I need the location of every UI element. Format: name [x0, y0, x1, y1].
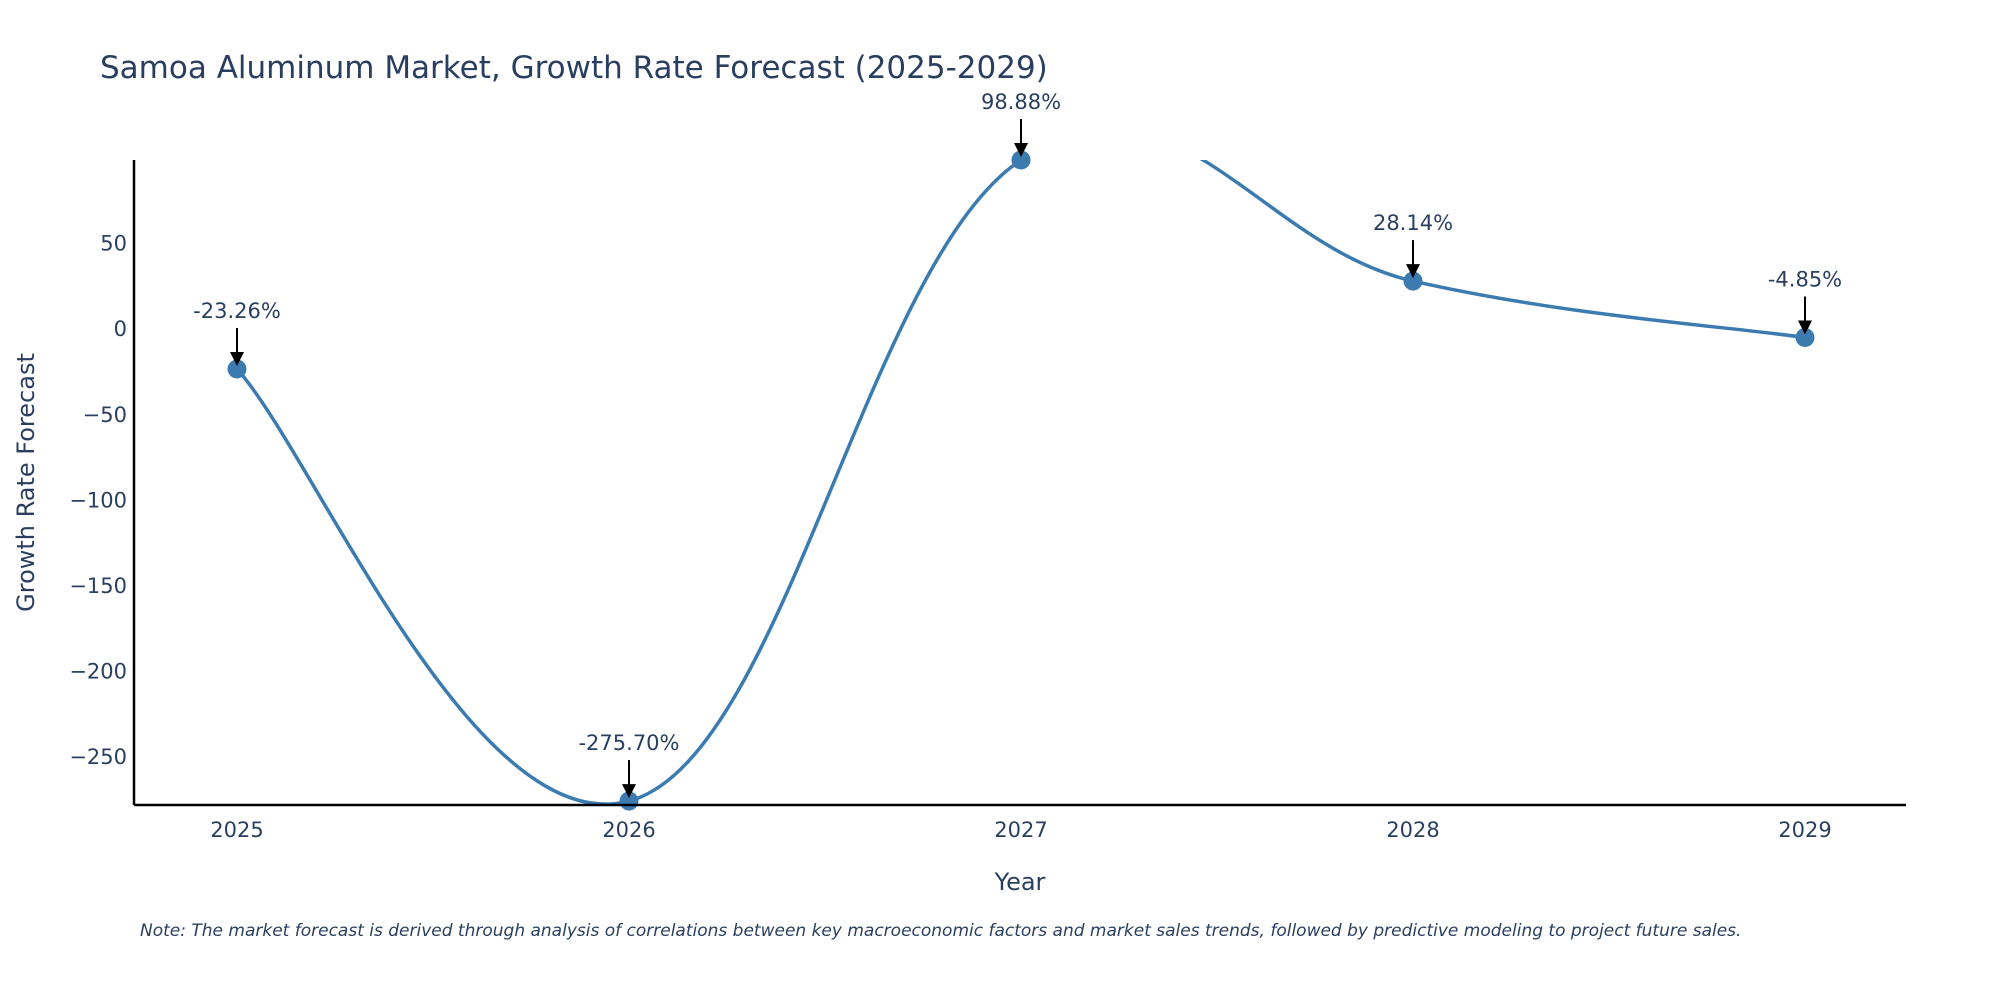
- y-axis-ticks: 50 0 −50 −100 −150 −200 −250: [69, 232, 127, 769]
- x-axis-ticks: 2025 2026 2027 2028 2029: [210, 818, 1831, 842]
- annotation-arrow-head: [230, 352, 244, 367]
- footnote: Note: The market forecast is derived thr…: [140, 921, 1741, 941]
- y-tick-label: −100: [69, 488, 127, 512]
- x-axis-title: Year: [994, 868, 1046, 896]
- data-point-marker: [1403, 271, 1423, 291]
- y-tick-label: −200: [69, 660, 127, 684]
- data-label: -275.70%: [578, 731, 679, 755]
- series-line: [235, 160, 1806, 805]
- data-markers: [227, 150, 1815, 811]
- x-tick-label: 2025: [210, 818, 263, 842]
- y-tick-label: 0: [114, 317, 127, 341]
- data-point-marker: [1795, 328, 1815, 348]
- data-point-marker: [1011, 150, 1031, 170]
- data-annotations: -23.26% -275.70% 98.88% 28.14% -4.85%: [193, 90, 1842, 799]
- x-tick-label: 2028: [1386, 818, 1439, 842]
- annotation-arrow-head: [1406, 264, 1420, 279]
- data-point-marker: [227, 359, 247, 379]
- data-label: 98.88%: [981, 90, 1061, 114]
- y-axis-title: Growth Rate Forecast: [12, 353, 40, 612]
- plot-area: 500−50−100−150−200−250 2025 2026 2027 2028 2…: [69, 90, 1906, 842]
- annotation-arrow-head: [622, 784, 636, 799]
- chart-title: Samoa Aluminum Market, Growth Rate Forec…: [100, 50, 1048, 86]
- y-tick-label: −50: [83, 403, 127, 427]
- y-tick-label: 50: [100, 232, 127, 256]
- annotation-arrow-head: [1014, 143, 1028, 157]
- data-label: 28.14%: [1373, 211, 1453, 235]
- y-tick-label: −250: [69, 745, 127, 769]
- x-tick-label: 2026: [602, 818, 655, 842]
- x-tick-label: 2029: [1778, 818, 1831, 842]
- y-tick-label: −150: [69, 574, 127, 598]
- data-label: -4.85%: [1768, 268, 1842, 292]
- data-label: -23.26%: [193, 299, 281, 323]
- annotation-arrow-head: [1798, 320, 1812, 335]
- x-tick-label: 2027: [994, 818, 1047, 842]
